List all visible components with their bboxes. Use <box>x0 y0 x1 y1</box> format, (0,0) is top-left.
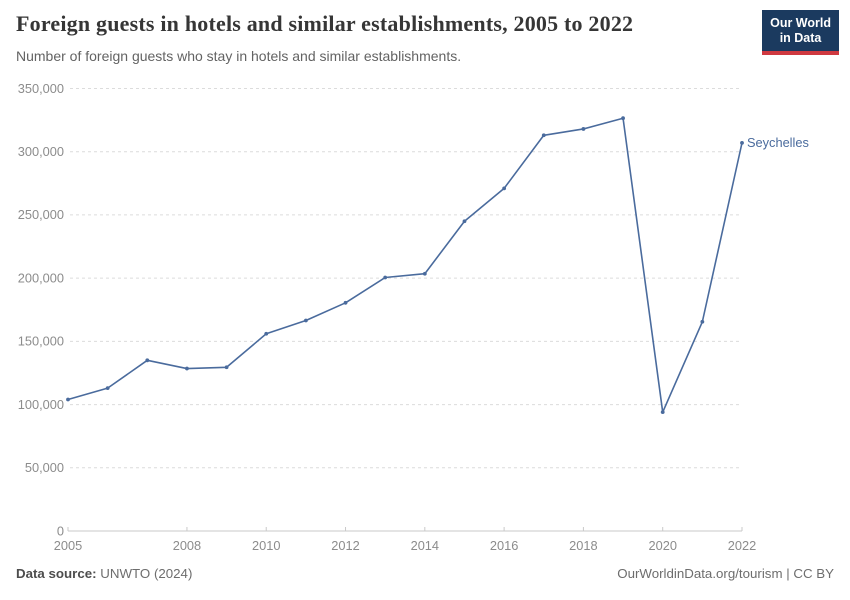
data-source-label: Data source: <box>16 566 97 581</box>
line-chart-plot: 0 50,000 100,000 150,000 200,000 250,000 300,0… <box>18 81 809 553</box>
logo-line-1: Our World <box>770 16 831 30</box>
data-point[interactable] <box>581 127 586 131</box>
y-tick-label: 50,000 <box>25 460 64 475</box>
x-tick-label: 2005 <box>54 538 82 553</box>
logo-line-2: in Data <box>779 31 822 46</box>
data-point[interactable] <box>224 365 229 370</box>
data-source: Data source: UNWTO (2024) <box>16 566 192 581</box>
data-point[interactable] <box>700 319 705 324</box>
data-point[interactable] <box>105 386 110 391</box>
y-tick-label: 100,000 <box>18 397 64 412</box>
owid-logo[interactable]: Our World in Data <box>762 10 839 55</box>
y-tick-label: 250,000 <box>18 207 64 222</box>
chart-subtitle: Number of foreign guests who stay in hot… <box>16 48 462 64</box>
chart-title: Foreign guests in hotels and similar est… <box>16 11 634 36</box>
data-point[interactable] <box>383 275 388 280</box>
data-point[interactable] <box>66 397 70 402</box>
y-tick-label: 350,000 <box>18 81 64 96</box>
data-point[interactable] <box>145 358 150 363</box>
y-tick-label: 150,000 <box>18 334 64 349</box>
data-point[interactable] <box>740 140 744 145</box>
data-line[interactable] <box>67 117 743 413</box>
data-point[interactable] <box>502 186 507 191</box>
x-tick-label: 2022 <box>728 538 756 553</box>
data-point[interactable] <box>264 331 269 336</box>
chart-footer: Data source: UNWTO (2024) OurWorldinData… <box>16 566 834 581</box>
x-tick-label: 2020 <box>648 538 676 553</box>
data-point[interactable] <box>343 300 348 305</box>
x-tick-label: 2014 <box>411 538 439 553</box>
x-tick-label: 2010 <box>252 538 280 553</box>
data-point[interactable] <box>660 410 665 415</box>
x-tick-label: 2012 <box>331 538 359 553</box>
series-label[interactable]: Seychelles <box>747 135 809 150</box>
data-source-value: UNWTO (2024) <box>100 566 193 581</box>
data-point[interactable] <box>303 318 308 323</box>
x-tick-label: 2008 <box>173 538 201 553</box>
data-point[interactable] <box>462 219 467 224</box>
x-tick-label: 2018 <box>569 538 597 553</box>
y-tick-label: 0 <box>57 523 64 538</box>
x-tick-label: 2016 <box>490 538 518 553</box>
data-point[interactable] <box>541 133 546 138</box>
data-point[interactable] <box>621 116 625 121</box>
credit-link[interactable]: OurWorldinData.org/tourism | CC BY <box>617 566 834 581</box>
y-tick-label: 300,000 <box>18 144 64 159</box>
y-tick-label: 200,000 <box>18 270 64 285</box>
data-point[interactable] <box>422 271 427 276</box>
data-point[interactable] <box>185 366 189 371</box>
